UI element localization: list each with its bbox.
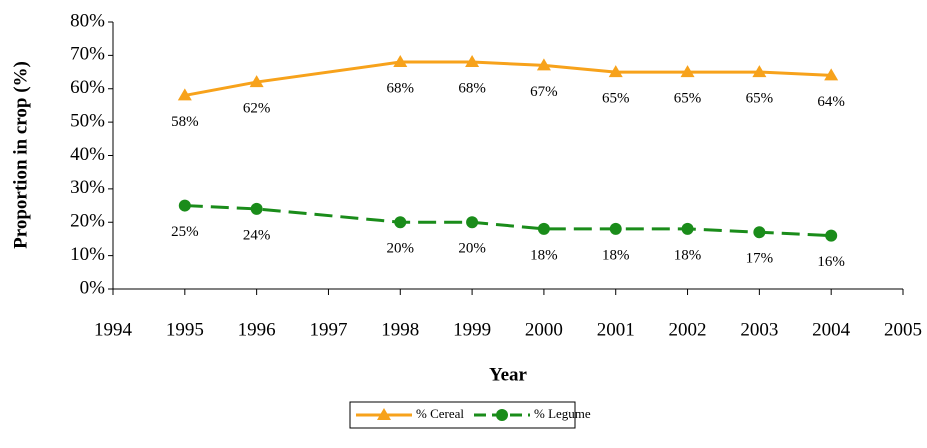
y-tick-label: 10% [70, 244, 105, 265]
x-axis-title: Year [489, 364, 528, 385]
data-label: 65% [602, 91, 630, 107]
marker [249, 75, 264, 88]
data-label: 16% [817, 254, 845, 270]
x-tick-label: 2004 [812, 319, 851, 340]
data-label: 17% [746, 251, 774, 267]
x-tick-label: 1998 [381, 319, 419, 340]
data-label: 24% [243, 227, 271, 243]
x-tick-label: 1995 [166, 319, 204, 340]
marker [825, 229, 838, 242]
marker [466, 216, 479, 229]
data-label: 64% [817, 94, 845, 110]
legend-marker [377, 408, 391, 420]
legend-label: % Cereal [416, 406, 464, 421]
marker [609, 222, 622, 235]
y-tick-label: 50% [70, 110, 105, 131]
data-label: 62% [243, 101, 271, 117]
marker [608, 65, 623, 78]
legend-marker [496, 409, 508, 421]
marker [393, 55, 408, 68]
data-label: 67% [530, 84, 558, 100]
y-tick-label: 80% [70, 10, 105, 31]
marker [177, 88, 192, 101]
x-tick-label: 1996 [238, 319, 276, 340]
x-tick-label: 1999 [453, 319, 491, 340]
marker [752, 65, 767, 78]
x-tick-label: 1994 [94, 319, 133, 340]
marker [753, 226, 766, 239]
x-tick-label: 2000 [525, 319, 563, 340]
marker [178, 199, 191, 212]
data-label: 25% [171, 224, 199, 240]
marker [824, 68, 839, 81]
marker [465, 55, 480, 68]
data-label: 58% [171, 114, 199, 130]
y-tick-label: 70% [70, 44, 105, 65]
series-line [184, 204, 832, 238]
marker [250, 202, 263, 215]
y-tick-label: 60% [70, 77, 105, 98]
legend-label: % Legume [534, 406, 591, 421]
x-tick-label: 2002 [669, 319, 707, 340]
data-label: 20% [458, 241, 486, 257]
y-tick-label: 20% [70, 211, 105, 232]
data-label: 68% [387, 80, 415, 96]
x-tick-label: 1997 [309, 319, 347, 340]
marker [394, 216, 407, 229]
y-tick-label: 0% [80, 277, 106, 298]
marker [536, 58, 551, 71]
marker [680, 65, 695, 78]
data-label: 68% [458, 80, 486, 96]
x-tick-label: 2005 [884, 319, 922, 340]
x-tick-label: 2001 [597, 319, 635, 340]
y-tick-label: 30% [70, 177, 105, 198]
x-tick-label: 2003 [740, 319, 778, 340]
marker [681, 222, 694, 235]
data-label: 20% [387, 241, 415, 257]
marker [537, 222, 550, 235]
data-label: 18% [530, 247, 558, 263]
data-label: 65% [674, 91, 702, 107]
data-label: 18% [602, 247, 630, 263]
y-tick-label: 40% [70, 144, 105, 165]
y-axis-title: Proportion in crop (%) [10, 61, 31, 249]
data-label: 18% [674, 247, 702, 263]
series-line [184, 60, 832, 97]
data-label: 65% [746, 91, 774, 107]
